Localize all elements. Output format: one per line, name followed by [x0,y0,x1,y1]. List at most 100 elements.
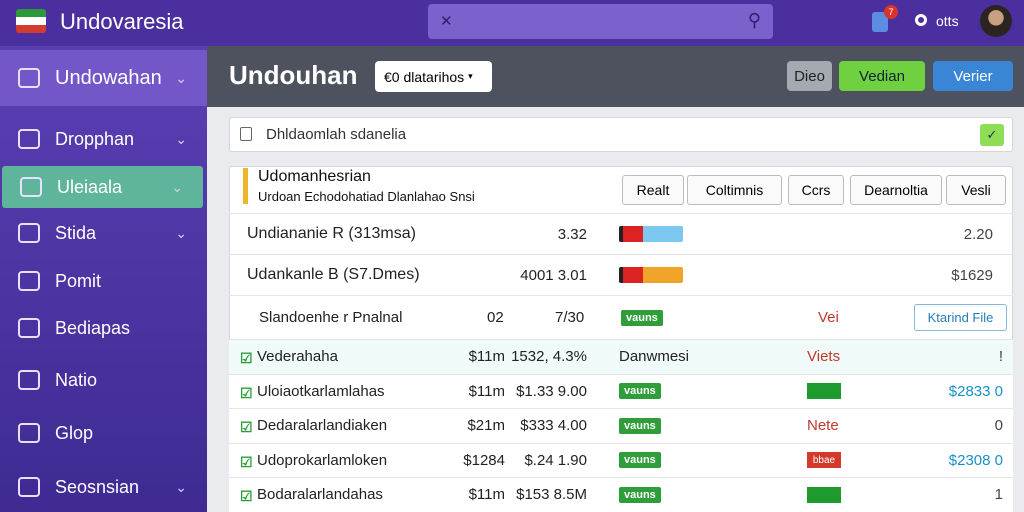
checkbox[interactable]: ☑ [240,350,253,366]
status-text: Nete [807,417,839,435]
table-row: ☑ Dedaralarlandiaken $21m $333 4.00 vauns Net… [229,408,1013,443]
icon [18,68,40,88]
dropdown-label: €0 dlatarihos [384,68,465,85]
summary-row: Undiananie R (313msa) 3.32 2.20 [229,213,1013,254]
row-end: $1629 [951,266,993,284]
chevron: ⌄ [171,178,183,195]
checkbox[interactable]: ☑ [240,384,253,401]
filter-button[interactable]: Realt [622,175,684,205]
flag-bar [619,226,683,242]
change: 1532, 4.3% [511,348,587,366]
filter-button[interactable]: Coltimnis [687,175,782,205]
search-bar[interactable]: ✕ ⚲ [428,4,773,39]
page-title: Undouhan [229,60,358,90]
flag-logo [16,9,46,33]
checkbox[interactable]: ☑ [240,419,253,435]
sidebar-item[interactable]: Stida ⌄ [0,212,207,254]
checkbox[interactable]: ☑ [240,488,253,504]
chevron: ⌄ [175,478,187,495]
row-name: Vederahaha [257,348,338,366]
change: $153 8.5M [516,486,587,504]
icon [18,318,40,338]
button[interactable]: Dieo [787,61,832,91]
tag-badge: vauns [619,417,661,434]
tag-badge: vauns [619,383,661,400]
status-cell [807,375,841,409]
status-cell: Nete [807,409,839,443]
status-block [807,383,841,400]
search-field[interactable]: Dhldaomlah sdanelia ✓ [229,117,1013,152]
status-icon [915,14,927,26]
status: Vei [818,309,839,326]
icon [18,271,40,291]
doc-icon [240,127,252,141]
row-value: 3.32 [557,225,587,243]
row-name: Udoprokarlamloken [257,451,388,469]
button[interactable]: Vedian [839,61,925,91]
icon [18,223,40,243]
checkbox[interactable]: ☑ [240,453,253,470]
row-label: Udankanle B (S7.Dmes) [247,266,420,283]
sidebar-label: Pomit [55,270,102,291]
sidebar-label: Glop [55,422,94,443]
app-title: Undovaresia [60,9,184,34]
user-name[interactable]: otts [936,13,959,29]
tag-cell: vauns [619,409,661,443]
sidebar-label: Seosnsian [55,476,140,497]
button[interactable]: Verier [933,61,1013,91]
chevron: ⌄ [175,69,187,86]
filter-button[interactable]: Ccrs [788,175,844,205]
amount: $11m [468,486,505,504]
change: $.24 1.90 [524,451,587,469]
row-value: 4001 3.01 [520,266,587,284]
row-value: 02 [487,309,504,326]
tag-cell: vauns [619,375,661,409]
tag-badge: vauns [619,486,661,503]
sidebar-item[interactable]: Glop [0,412,207,454]
flag-bar [619,267,683,283]
clear-icon: ✕ [440,13,453,30]
sidebar-header[interactable]: Undowahan ⌄ [0,50,207,106]
accent-bar [243,168,248,204]
tag-cell: Danwmesi [619,340,689,374]
confirm-icon[interactable]: ✓ [980,124,1004,146]
icon [18,370,40,390]
status-cell: bbae [807,444,841,478]
change: $333 4.00 [520,417,587,435]
status-cell: Viets [807,340,840,374]
sidebar-label: Dropphan [55,128,135,149]
avatar[interactable] [980,5,1012,37]
icon [18,129,40,149]
sidebar-item[interactable]: Dropphan ⌄ [0,118,207,160]
row-label: Slandoenhe r Pnalnal [259,309,403,326]
sidebar-item[interactable]: Seosnsian ⌄ [0,466,207,508]
sidebar-item[interactable]: Natio [0,359,207,401]
chevron: ⌄ [175,130,187,147]
sidebar-item[interactable]: Bediapas [0,307,207,349]
sidebar: Undowahan ⌄ Dropphan ⌄ Uleiaala ⌄ Stida ⌄ Pomit… [0,46,207,512]
notification-icon[interactable] [872,12,888,32]
sidebar-item[interactable]: Uleiaala ⌄ [2,166,203,208]
sidebar-item[interactable]: Pomit [0,260,207,302]
status-block: bbae [807,452,841,469]
icon [18,423,40,443]
card-subtitle: Urdoan Echodohatiad Dlanlahao Snsi [258,189,475,204]
table-row: ☑ Vederahaha $11m 1532, 4.3% Danwmesi Viets! [229,339,1013,374]
filter-button[interactable]: Dearnoltia [850,175,942,205]
filter-button[interactable]: Vesli [946,175,1006,205]
row-end: 1 [994,486,1003,504]
status-block [807,486,841,503]
dropdown[interactable]: €0 dlatarihos ▾ [375,61,492,92]
amount: $11m [468,382,505,400]
action-button[interactable]: Ktarind File [914,304,1007,331]
row-label: Undiananie R (313msa) [247,225,416,242]
row-end: $2833 0 [948,382,1003,400]
chevron: ⌄ [175,224,187,241]
status-text: Viets [807,348,841,366]
tag-badge: vauns [619,452,661,469]
table-row: ☑ Udoprokarlamloken $1284 $.24 1.90 vauns bba… [229,442,1013,478]
amount: $11m [468,348,505,366]
sidebar-label: Stida [55,222,97,243]
search-placeholder: Dhldaomlah sdanelia [266,126,407,143]
